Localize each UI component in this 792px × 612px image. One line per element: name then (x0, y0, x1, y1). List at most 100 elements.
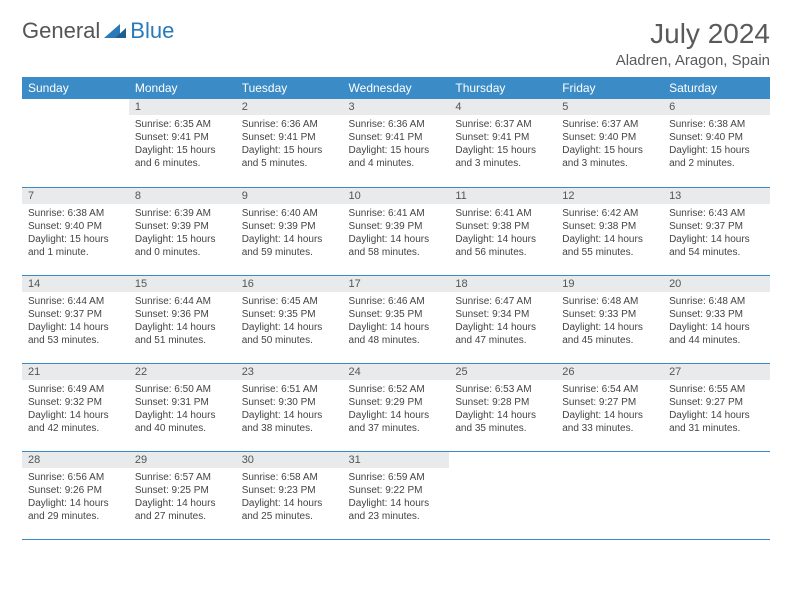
daylight-line: Daylight: 14 hours and 29 minutes. (28, 497, 123, 523)
sunset-line: Sunset: 9:30 PM (242, 396, 337, 409)
calendar-cell: 22Sunrise: 6:50 AMSunset: 9:31 PMDayligh… (129, 363, 236, 451)
cell-body: Sunrise: 6:51 AMSunset: 9:30 PMDaylight:… (236, 382, 343, 439)
day-number: 1 (129, 99, 236, 115)
sunrise-line: Sunrise: 6:57 AM (135, 471, 230, 484)
sunset-line: Sunset: 9:25 PM (135, 484, 230, 497)
calendar-cell: 12Sunrise: 6:42 AMSunset: 9:38 PMDayligh… (556, 187, 663, 275)
daylight-line: Daylight: 14 hours and 44 minutes. (669, 321, 764, 347)
header: General Blue July 2024 Aladren, Aragon, … (22, 18, 770, 69)
calendar-row: 14Sunrise: 6:44 AMSunset: 9:37 PMDayligh… (22, 275, 770, 363)
sunrise-line: Sunrise: 6:38 AM (28, 207, 123, 220)
day-number: 31 (343, 452, 450, 468)
cell-body: Sunrise: 6:55 AMSunset: 9:27 PMDaylight:… (663, 382, 770, 439)
cell-body: Sunrise: 6:40 AMSunset: 9:39 PMDaylight:… (236, 206, 343, 263)
calendar-cell (556, 451, 663, 539)
daylight-line: Daylight: 14 hours and 33 minutes. (562, 409, 657, 435)
calendar-row: 21Sunrise: 6:49 AMSunset: 9:32 PMDayligh… (22, 363, 770, 451)
sunrise-line: Sunrise: 6:44 AM (28, 295, 123, 308)
daylight-line: Daylight: 14 hours and 23 minutes. (349, 497, 444, 523)
sunset-line: Sunset: 9:35 PM (349, 308, 444, 321)
calendar-cell: 13Sunrise: 6:43 AMSunset: 9:37 PMDayligh… (663, 187, 770, 275)
sunrise-line: Sunrise: 6:49 AM (28, 383, 123, 396)
cell-body: Sunrise: 6:39 AMSunset: 9:39 PMDaylight:… (129, 206, 236, 263)
sunset-line: Sunset: 9:38 PM (562, 220, 657, 233)
daylight-line: Daylight: 14 hours and 53 minutes. (28, 321, 123, 347)
daylight-line: Daylight: 15 hours and 0 minutes. (135, 233, 230, 259)
daylight-line: Daylight: 14 hours and 42 minutes. (28, 409, 123, 435)
sunrise-line: Sunrise: 6:36 AM (349, 118, 444, 131)
sunset-line: Sunset: 9:40 PM (669, 131, 764, 144)
calendar-row: 1 Sunrise: 6:35 AMSunset: 9:41 PMDaylight… (22, 99, 770, 187)
cell-body: Sunrise: 6:36 AMSunset: 9:41 PMDaylight:… (343, 117, 450, 174)
calendar-row: 7Sunrise: 6:38 AMSunset: 9:40 PMDaylight… (22, 187, 770, 275)
daylight-line: Daylight: 15 hours and 2 minutes. (669, 144, 764, 170)
calendar-table: SundayMondayTuesdayWednesdayThursdayFrid… (22, 77, 770, 540)
cell-body: Sunrise: 6:47 AMSunset: 9:34 PMDaylight:… (449, 294, 556, 351)
sunrise-line: Sunrise: 6:46 AM (349, 295, 444, 308)
sunset-line: Sunset: 9:23 PM (242, 484, 337, 497)
calendar-cell (449, 451, 556, 539)
calendar-cell: 28Sunrise: 6:56 AMSunset: 9:26 PMDayligh… (22, 451, 129, 539)
sunrise-line: Sunrise: 6:36 AM (242, 118, 337, 131)
calendar-cell: 30Sunrise: 6:58 AMSunset: 9:23 PMDayligh… (236, 451, 343, 539)
sunset-line: Sunset: 9:22 PM (349, 484, 444, 497)
calendar-cell: 10Sunrise: 6:41 AMSunset: 9:39 PMDayligh… (343, 187, 450, 275)
cell-body: Sunrise: 6:44 AMSunset: 9:36 PMDaylight:… (129, 294, 236, 351)
sunset-line: Sunset: 9:39 PM (135, 220, 230, 233)
daylight-line: Daylight: 14 hours and 51 minutes. (135, 321, 230, 347)
cell-body: Sunrise: 6:49 AMSunset: 9:32 PMDaylight:… (22, 382, 129, 439)
sunset-line: Sunset: 9:39 PM (242, 220, 337, 233)
calendar-cell: 16Sunrise: 6:45 AMSunset: 9:35 PMDayligh… (236, 275, 343, 363)
calendar-cell: 9Sunrise: 6:40 AMSunset: 9:39 PMDaylight… (236, 187, 343, 275)
daylight-line: Daylight: 14 hours and 37 minutes. (349, 409, 444, 435)
daylight-line: Daylight: 14 hours and 35 minutes. (455, 409, 550, 435)
calendar-cell: 18Sunrise: 6:47 AMSunset: 9:34 PMDayligh… (449, 275, 556, 363)
day-number: 19 (556, 276, 663, 292)
weekday-header-row: SundayMondayTuesdayWednesdayThursdayFrid… (22, 77, 770, 99)
logo: General Blue (22, 18, 174, 44)
day-number: 23 (236, 364, 343, 380)
sunset-line: Sunset: 9:27 PM (669, 396, 764, 409)
calendar-cell: 2Sunrise: 6:36 AMSunset: 9:41 PMDaylight… (236, 99, 343, 187)
sunrise-line: Sunrise: 6:58 AM (242, 471, 337, 484)
weekday-header: Sunday (22, 77, 129, 99)
day-number: 16 (236, 276, 343, 292)
sunset-line: Sunset: 9:26 PM (28, 484, 123, 497)
calendar-cell: 3Sunrise: 6:36 AMSunset: 9:41 PMDaylight… (343, 99, 450, 187)
daylight-line: Daylight: 14 hours and 56 minutes. (455, 233, 550, 259)
day-number: 5 (556, 99, 663, 115)
day-number: 28 (22, 452, 129, 468)
weekday-header: Tuesday (236, 77, 343, 99)
calendar-cell: 14Sunrise: 6:44 AMSunset: 9:37 PMDayligh… (22, 275, 129, 363)
weekday-header: Wednesday (343, 77, 450, 99)
sunrise-line: Sunrise: 6:45 AM (242, 295, 337, 308)
sunset-line: Sunset: 9:38 PM (455, 220, 550, 233)
calendar-cell: 24Sunrise: 6:52 AMSunset: 9:29 PMDayligh… (343, 363, 450, 451)
sunrise-line: Sunrise: 6:55 AM (669, 383, 764, 396)
sunset-line: Sunset: 9:28 PM (455, 396, 550, 409)
calendar-cell: 26Sunrise: 6:54 AMSunset: 9:27 PMDayligh… (556, 363, 663, 451)
calendar-cell (663, 451, 770, 539)
cell-body: Sunrise: 6:59 AMSunset: 9:22 PMDaylight:… (343, 470, 450, 527)
calendar-cell: 31 Sunrise: 6:59 AMSunset: 9:22 PMDayligh… (343, 451, 450, 539)
daylight-line: Daylight: 15 hours and 5 minutes. (242, 144, 337, 170)
cell-body: Sunrise: 6:44 AMSunset: 9:37 PMDaylight:… (22, 294, 129, 351)
calendar-cell (22, 99, 129, 187)
logo-text-general: General (22, 18, 100, 44)
sunrise-line: Sunrise: 6:38 AM (669, 118, 764, 131)
sunset-line: Sunset: 9:41 PM (242, 131, 337, 144)
daylight-line: Daylight: 14 hours and 25 minutes. (242, 497, 337, 523)
daylight-line: Daylight: 14 hours and 47 minutes. (455, 321, 550, 347)
sunset-line: Sunset: 9:27 PM (562, 396, 657, 409)
daylight-line: Daylight: 14 hours and 58 minutes. (349, 233, 444, 259)
daylight-line: Daylight: 14 hours and 50 minutes. (242, 321, 337, 347)
cell-body: Sunrise: 6:35 AMSunset: 9:41 PMDaylight:… (129, 117, 236, 174)
month-title: July 2024 (616, 18, 770, 50)
daylight-line: Daylight: 14 hours and 48 minutes. (349, 321, 444, 347)
calendar-row: 28Sunrise: 6:56 AMSunset: 9:26 PMDayligh… (22, 451, 770, 539)
calendar-cell: 27Sunrise: 6:55 AMSunset: 9:27 PMDayligh… (663, 363, 770, 451)
logo-triangle-icon (104, 18, 126, 44)
sunrise-line: Sunrise: 6:41 AM (455, 207, 550, 220)
location: Aladren, Aragon, Spain (616, 52, 770, 69)
cell-body: Sunrise: 6:41 AMSunset: 9:38 PMDaylight:… (449, 206, 556, 263)
